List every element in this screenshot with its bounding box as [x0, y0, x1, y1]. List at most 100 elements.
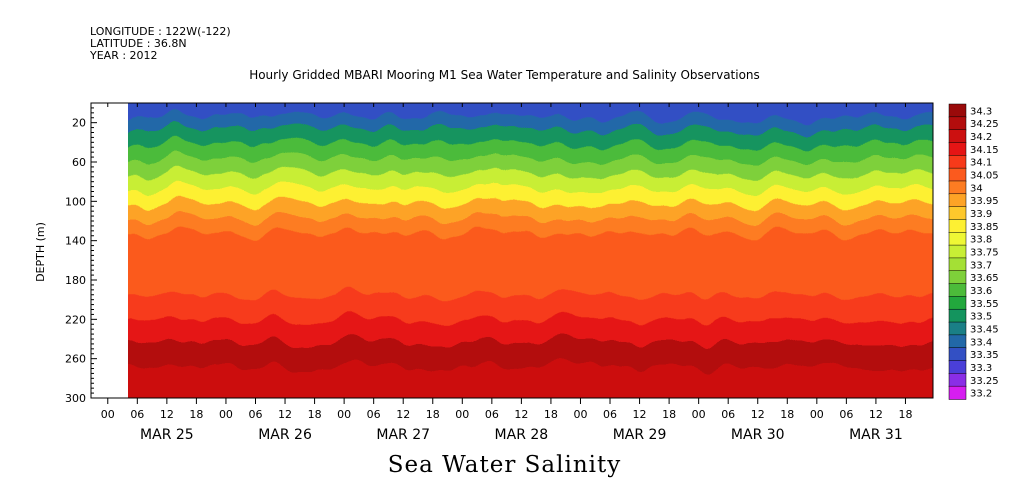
contour-band [128, 260, 933, 296]
colorbar-swatch [948, 219, 967, 234]
chart-title: Hourly Gridded MBARI Mooring M1 Sea Wate… [249, 68, 760, 82]
contour-band [128, 103, 933, 119]
x-tick-label: 00 [219, 408, 233, 421]
x-tick-label: 00 [455, 408, 469, 421]
colorbar-swatch [948, 244, 967, 259]
contour-band [128, 233, 933, 262]
colorbar-swatch [948, 296, 967, 310]
colorbar-label: 33.95 [970, 196, 999, 207]
colorbar-swatch [948, 103, 967, 118]
longitude-label: LONGITUDE : 122W(-122) [90, 25, 231, 38]
contour-bands [128, 103, 933, 398]
colorbar-label: 33.85 [970, 222, 999, 233]
y-tick-label: 180 [65, 274, 86, 287]
x-day-label: MAR 26 [258, 427, 312, 443]
colorbar-swatch [948, 308, 967, 323]
x-tick-label: 00 [337, 408, 351, 421]
colorbar-swatch [948, 347, 967, 362]
y-tick-label: 220 [65, 313, 86, 326]
colorbar-label: 33.55 [970, 299, 999, 310]
x-tick-label: 00 [692, 408, 706, 421]
y-tick-label: 260 [65, 353, 86, 366]
colorbar-swatch [948, 129, 967, 144]
x-tick-label: 06 [485, 408, 499, 421]
colorbar-swatch [948, 257, 967, 272]
x-tick-label: 12 [751, 408, 765, 421]
x-tick-label: 12 [160, 408, 174, 421]
contour-band [128, 218, 933, 235]
colorbar-swatch [948, 360, 967, 375]
x-day-label: MAR 30 [731, 427, 785, 443]
colorbar-label: 33.5 [970, 312, 992, 323]
colorbar-swatch [948, 385, 967, 400]
x-axis: 00 06 12 18 00 06 12 18 00 06 12 18 00 06 12 18 00 06 12 18… [101, 103, 912, 443]
x-tick-label: 00 [573, 408, 587, 421]
colorbar-label: 34.05 [970, 171, 999, 182]
x-day-label: MAR 28 [495, 427, 549, 443]
x-tick-label: 18 [426, 408, 440, 421]
x-tick-label: 06 [603, 408, 617, 421]
colorbar-label: 34.15 [970, 145, 999, 156]
colorbar-swatch [948, 373, 967, 387]
x-tick-label: 18 [308, 408, 322, 421]
colorbar-label: 34.25 [970, 119, 999, 130]
y-axis: 20 60 100 140 180 220 260 300 [65, 102, 97, 405]
colorbar-swatch [948, 206, 967, 221]
colorbar-label: 33.7 [970, 260, 992, 271]
contour-band [128, 117, 933, 132]
x-tick-label: 06 [130, 408, 144, 421]
colorbar-swatch [948, 270, 967, 285]
contour-band [128, 388, 933, 398]
x-tick-label: 18 [780, 408, 794, 421]
y-axis-label: DEPTH (m) [34, 222, 47, 282]
colorbar-swatch [948, 180, 967, 195]
y-tick-label: 300 [65, 392, 86, 405]
colorbar-swatch [948, 334, 967, 349]
x-tick-label: 18 [898, 408, 912, 421]
contour-band [128, 366, 933, 390]
colorbar-label: 33.75 [970, 248, 999, 259]
colorbar-label: 34.2 [970, 132, 992, 143]
x-tick-label: 12 [869, 408, 883, 421]
colorbar-label: 33.35 [970, 350, 999, 361]
x-tick-label: 06 [839, 408, 853, 421]
colorbar-label: 34.1 [970, 158, 992, 169]
colorbar-swatch [948, 142, 967, 157]
colorbar-label: 33.9 [970, 209, 992, 220]
contour-band [128, 130, 933, 146]
x-tick-label: 12 [633, 408, 647, 421]
x-day-label: MAR 25 [140, 427, 194, 443]
colorbar-label: 33.3 [970, 363, 992, 374]
salinity-field [128, 103, 933, 398]
x-day-label: MAR 27 [376, 427, 430, 443]
colorbar-label: 33.65 [970, 273, 999, 284]
colorbar-label: 33.6 [970, 286, 992, 297]
colorbar-label: 33.45 [970, 324, 999, 335]
contour-band [128, 159, 933, 176]
x-tick-label: 00 [101, 408, 115, 421]
x-tick-label: 06 [721, 408, 735, 421]
x-tick-label: 18 [544, 408, 558, 421]
x-tick-label: 12 [278, 408, 292, 421]
contour-band [128, 189, 933, 205]
missing-data-region [91, 103, 128, 398]
x-tick-label: 18 [662, 408, 676, 421]
colorbar-swatch [948, 167, 967, 182]
latitude-label: LATITUDE : 36.8N [90, 37, 187, 50]
x-day-label: MAR 29 [613, 427, 667, 443]
colorbar-swatch [948, 283, 967, 298]
contour-band [128, 319, 933, 343]
x-tick-label: 00 [810, 408, 824, 421]
colorbar-swatch [948, 321, 967, 336]
colorbar-label: 33.4 [970, 337, 992, 348]
y-tick-label: 20 [72, 117, 86, 130]
contour-band [128, 144, 933, 161]
colorbar-label: 33.2 [970, 389, 992, 400]
x-tick-label: 12 [396, 408, 410, 421]
colorbar-swatch [948, 155, 967, 169]
contour-band [128, 294, 933, 321]
contour-band [128, 203, 933, 220]
colorbar-label: 33.25 [970, 376, 999, 387]
